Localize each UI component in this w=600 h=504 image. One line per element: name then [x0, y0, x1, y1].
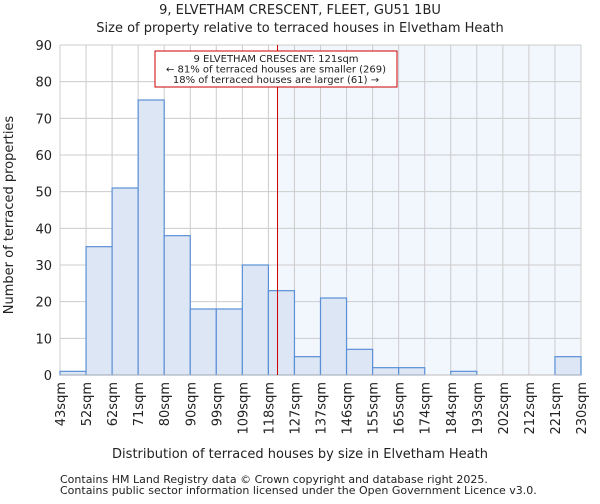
- bar: [372, 367, 400, 376]
- annotation-line: ← 81% of terraced houses are smaller (26…: [166, 65, 386, 76]
- y-tick-label: 40: [35, 222, 52, 237]
- chart-title: 9, ELVETHAM CRESCENT, FLEET, GU51 1BU: [159, 3, 441, 18]
- bar: [241, 264, 270, 376]
- y-axis-label: Number of terraced properties: [2, 116, 17, 315]
- bar: [85, 246, 113, 376]
- bar: [293, 356, 322, 376]
- y-tick-label: 0: [44, 369, 52, 384]
- x-tick-label: 71sqm: [132, 382, 147, 426]
- x-tick-label: 52sqm: [80, 382, 95, 426]
- y-tick-label: 20: [35, 296, 52, 311]
- annotation-box: [154, 50, 398, 88]
- y-tick-label: 80: [35, 76, 52, 91]
- bar: [554, 356, 582, 376]
- bar: [267, 290, 296, 376]
- bar: [345, 348, 374, 376]
- bar: [398, 367, 426, 376]
- x-axis-label: Distribution of terraced houses by size …: [112, 447, 488, 462]
- x-tick-label: 80sqm: [158, 382, 173, 426]
- bar: [189, 308, 217, 376]
- annotation-line: 9 ELVETHAM CRESCENT: 121sqm: [193, 54, 358, 65]
- x-tick-label: 230sqm: [575, 382, 590, 435]
- x-tick-label: 109sqm: [236, 382, 251, 435]
- y-tick-label: 30: [35, 259, 52, 274]
- y-tick-label: 50: [35, 186, 52, 201]
- x-tick-label: 43sqm: [54, 382, 69, 426]
- x-tick-label: 193sqm: [471, 382, 486, 435]
- x-tick-label: 118sqm: [262, 382, 277, 435]
- y-tick-label: 60: [35, 149, 52, 164]
- x-tick-label: 184sqm: [445, 382, 460, 435]
- bar: [215, 308, 243, 376]
- chart-subtitle: Size of property relative to terraced ho…: [96, 21, 503, 36]
- y-tick-label: 10: [35, 332, 52, 347]
- x-tick-label: 99sqm: [210, 382, 225, 426]
- annotation-line: 18% of terraced houses are larger (61) →: [173, 75, 379, 86]
- x-tick-label: 137sqm: [315, 382, 330, 435]
- footer-line-2: Contains public sector information licen…: [60, 484, 537, 497]
- bar: [319, 297, 348, 376]
- bar: [111, 187, 139, 376]
- x-tick-label: 202sqm: [497, 382, 512, 435]
- y-tick-label: 70: [35, 112, 52, 127]
- x-tick-label: 127sqm: [288, 382, 303, 435]
- x-tick-label: 90sqm: [184, 382, 199, 426]
- bar: [137, 99, 165, 376]
- x-tick-label: 174sqm: [419, 382, 434, 435]
- x-tick-label: 165sqm: [393, 382, 408, 435]
- x-tick-label: 221sqm: [549, 382, 564, 435]
- footer-line-1: Contains HM Land Registry data © Crown c…: [60, 473, 488, 486]
- bar: [163, 235, 191, 376]
- x-tick-label: 212sqm: [523, 382, 538, 435]
- bar: [59, 370, 87, 376]
- x-tick-label: 155sqm: [367, 382, 382, 435]
- bar: [450, 370, 478, 376]
- x-tick-label: 62sqm: [106, 382, 121, 426]
- x-tick-label: 146sqm: [341, 382, 356, 435]
- y-tick-label: 90: [35, 39, 52, 54]
